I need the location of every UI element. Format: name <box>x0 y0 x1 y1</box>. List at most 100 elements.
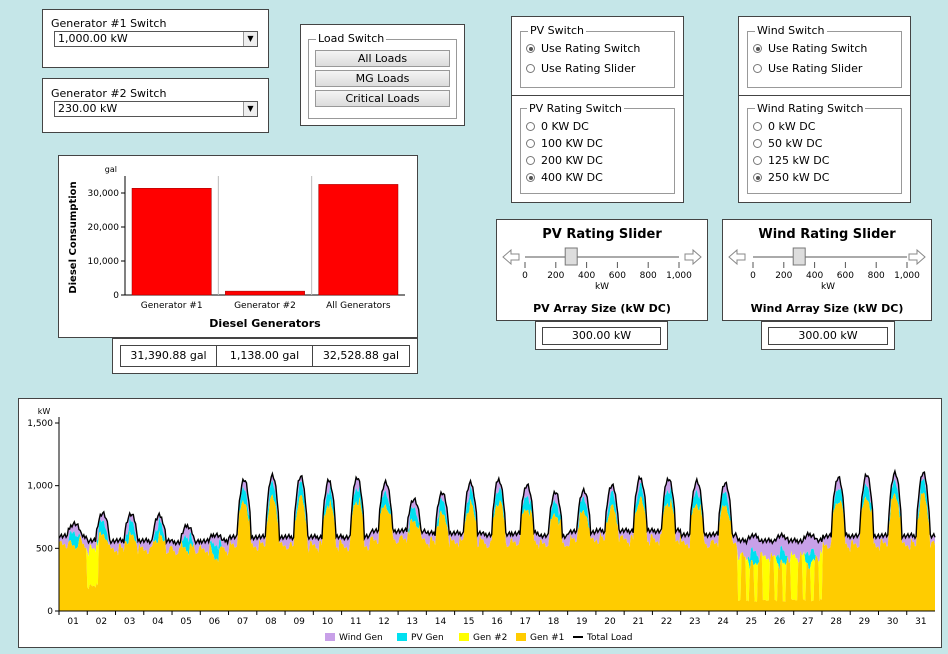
radio-icon[interactable] <box>526 122 535 131</box>
slider-tick-label: 1,000 <box>894 271 920 281</box>
load-switch-panel: Load Switch All Loads MG Loads Critical … <box>300 24 465 126</box>
legend-label: Total Load <box>586 633 632 643</box>
wind-slider-unit: kW <box>821 282 835 292</box>
radio-icon[interactable] <box>526 156 535 165</box>
y-tick-label: 500 <box>36 544 53 554</box>
pv-rating-400-radio[interactable]: 400 KW DC <box>526 171 603 184</box>
pv-use-rating-slider-radio[interactable]: Use Rating Slider <box>526 62 635 75</box>
x-tick-label: 06 <box>209 617 221 627</box>
radio-selected-icon[interactable] <box>526 44 535 53</box>
bar <box>131 188 212 296</box>
radio-icon[interactable] <box>753 122 762 131</box>
x-tick-label: 11 <box>350 617 361 627</box>
gen1-area <box>59 492 935 611</box>
generator2-select[interactable]: 230.00 kW ▼ <box>54 101 258 117</box>
wind-switch-group <box>747 31 902 88</box>
x-tick-label: 30 <box>887 617 899 627</box>
radio-label: 250 kW DC <box>768 171 830 184</box>
y-tick-label: 30,000 <box>88 189 120 199</box>
legend-swatch <box>325 633 335 641</box>
x-tick-label: 05 <box>180 617 191 627</box>
generator1-select[interactable]: 1,000.00 kW ▼ <box>54 31 258 47</box>
arrow-left-icon[interactable] <box>502 248 520 266</box>
wind-slider-track[interactable]: 0 200 400 600 800 1,000 kW <box>723 244 931 302</box>
y-tick-label: 20,000 <box>88 223 120 233</box>
radio-icon[interactable] <box>753 64 762 73</box>
radio-selected-icon[interactable] <box>753 173 762 182</box>
wind-slider-thumb[interactable] <box>792 247 806 266</box>
radio-label: Use Rating Slider <box>768 62 863 75</box>
x-tick-label: 04 <box>152 617 164 627</box>
pv-slider-thumb[interactable] <box>564 247 578 266</box>
radio-selected-icon[interactable] <box>526 173 535 182</box>
slider-tick-label: 400 <box>806 271 823 281</box>
generator1-panel: Generator #1 Switch 1,000.00 kW ▼ <box>42 9 269 68</box>
total-load-line <box>58 468 936 547</box>
y-unit-label: kW <box>38 407 51 416</box>
x-tick-label: 17 <box>520 617 531 627</box>
wind-rating-panel: Wind Rating Switch 0 kW DC 50 kW DC 125 … <box>738 95 911 203</box>
x-tick-label: 08 <box>265 617 277 627</box>
wind-rating-250-radio[interactable]: 250 kW DC <box>753 171 829 184</box>
pv-rating-200-radio[interactable]: 200 KW DC <box>526 154 603 167</box>
chevron-down-icon[interactable]: ▼ <box>243 102 257 116</box>
slider-tick-label: 200 <box>547 271 564 281</box>
all-loads-button[interactable]: All Loads <box>315 50 450 67</box>
radio-icon[interactable] <box>526 64 535 73</box>
y-tick-label: 1,500 <box>27 419 53 429</box>
radio-selected-icon[interactable] <box>753 44 762 53</box>
pv-array-size-field[interactable]: 300.00 kW <box>542 327 661 345</box>
pv-slider-track[interactable]: 0 200 400 600 800 1,000 kW <box>497 244 707 302</box>
radio-icon[interactable] <box>526 139 535 148</box>
pv-rating-title: PV Rating Switch <box>527 102 624 115</box>
radio-icon[interactable] <box>753 156 762 165</box>
y-tick-label: 0 <box>47 607 53 617</box>
pv-use-rating-switch-radio[interactable]: Use Rating Switch <box>526 42 640 55</box>
wind-rating-50-radio[interactable]: 50 kW DC <box>753 137 822 150</box>
pv-switch-group <box>520 31 675 88</box>
generator2-panel: Generator #2 Switch 230.00 kW ▼ <box>42 78 269 133</box>
chevron-down-icon[interactable]: ▼ <box>243 32 257 46</box>
generation-chart-panel: 0 500 1,000 1,500 kW 01 02 03 04 05 06 07 08 09 10 11 12… <box>18 398 942 648</box>
generator2-title: Generator #2 Switch <box>51 87 167 100</box>
x-tick-label: 27 <box>802 617 813 627</box>
y-tick-label: 0 <box>113 291 119 301</box>
x-tick-label: 10 <box>322 617 334 627</box>
wind-array-size-field[interactable]: 300.00 kW <box>768 327 888 345</box>
slider-tick-label: 400 <box>578 271 595 281</box>
wind-rating-0-radio[interactable]: 0 kW DC <box>753 120 815 133</box>
wind-use-rating-slider-radio[interactable]: Use Rating Slider <box>753 62 862 75</box>
wind-use-rating-switch-radio[interactable]: Use Rating Switch <box>753 42 867 55</box>
slider-tick-label: 600 <box>609 271 626 281</box>
arrow-left-icon[interactable] <box>728 248 746 266</box>
pv-rating-100-radio[interactable]: 100 KW DC <box>526 137 603 150</box>
mg-loads-button[interactable]: MG Loads <box>315 70 450 87</box>
wind-rating-125-radio[interactable]: 125 kW DC <box>753 154 829 167</box>
generator1-value: 1,000.00 kW <box>58 32 128 45</box>
wind-rating-title: Wind Rating Switch <box>755 102 866 115</box>
load-switch-title: Load Switch <box>316 32 387 45</box>
radio-label: 200 KW DC <box>541 154 603 167</box>
slider-tick-label: 600 <box>837 271 854 281</box>
wind-slider-caption: Wind Array Size (kW DC) <box>750 302 904 315</box>
pv-switch-panel: PV Switch Use Rating Switch Use Rating S… <box>511 16 684 96</box>
slider-tick-label: 200 <box>775 271 792 281</box>
pv-rating-0-radio[interactable]: 0 KW DC <box>526 120 589 133</box>
y-tick-label: 1,000 <box>27 482 53 492</box>
y-unit-label: gal <box>105 165 117 174</box>
pv-value-panel: 300.00 kW <box>535 321 668 350</box>
radio-label: 0 kW DC <box>768 120 816 133</box>
arrow-right-icon[interactable] <box>908 248 926 266</box>
wind-switch-title: Wind Switch <box>755 24 827 37</box>
pv-slider-panel: PV Rating Slider 0 200 400 600 800 1,000 kW P… <box>496 219 708 321</box>
critical-loads-button[interactable]: Critical Loads <box>315 90 450 107</box>
x-tick-label: 31 <box>915 617 926 627</box>
x-tick-label: 19 <box>576 617 588 627</box>
pv-switch-title: PV Switch <box>528 24 587 37</box>
arrow-right-icon[interactable] <box>684 248 702 266</box>
radio-icon[interactable] <box>753 139 762 148</box>
x-tick-label: 28 <box>830 617 842 627</box>
x-tick-label: 25 <box>746 617 757 627</box>
slider-tick-label: 800 <box>640 271 657 281</box>
x-tick-label: 16 <box>491 617 503 627</box>
